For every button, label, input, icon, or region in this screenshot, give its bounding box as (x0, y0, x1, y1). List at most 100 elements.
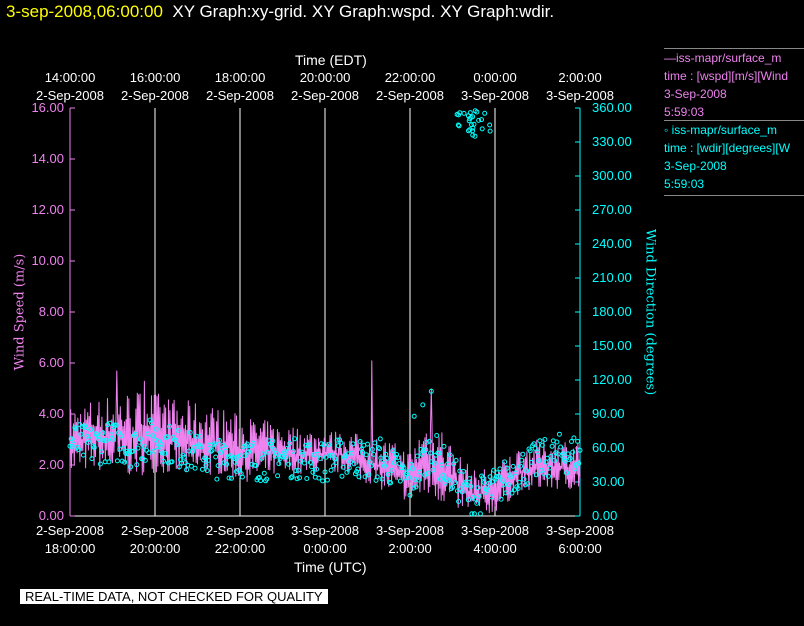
wdir-point (436, 450, 442, 456)
wdir-point (327, 453, 333, 458)
wdir-point (467, 127, 473, 133)
wdir-point (389, 468, 395, 473)
wdir-point (456, 499, 462, 504)
wdir-point (293, 468, 299, 474)
wdir-point (560, 451, 566, 457)
quality-disclaimer: REAL-TIME DATA, NOT CHECKED FOR QUALITY (20, 589, 328, 604)
bottom-tick-time: 2:00:00 (388, 541, 432, 556)
wdir-point (97, 461, 103, 467)
wdir-point (477, 511, 483, 517)
top-tick-time: 2:00:00 (558, 70, 602, 85)
wdir-point (128, 464, 134, 470)
wdir-point (413, 484, 419, 490)
wdir-point (72, 425, 78, 431)
wdir-point (307, 459, 313, 465)
wdir-point (383, 451, 389, 457)
wdir-point (118, 433, 124, 439)
wdir-point (520, 451, 526, 457)
wdir-point (561, 457, 567, 463)
wdir-point (151, 448, 157, 454)
wdir-point (525, 481, 531, 487)
wdir-point (270, 438, 276, 444)
bottom-tick-date: 2-Sep-2008 (36, 523, 104, 538)
wdir-point (122, 459, 128, 465)
top-tick-date: 2-Sep-2008 (36, 88, 104, 103)
wdir-point (362, 474, 368, 480)
wdir-point (409, 466, 415, 472)
wdir-point (265, 449, 271, 455)
wdir-point (170, 434, 176, 440)
wdir-point (133, 431, 139, 437)
wdir-point (261, 470, 267, 476)
wdir-point (349, 450, 355, 456)
wdir-point (134, 462, 140, 468)
wdir-point (575, 438, 581, 444)
wdir-point (360, 449, 366, 455)
wdir-point (276, 461, 282, 467)
wdir-point (558, 444, 564, 450)
wdir-point (209, 447, 215, 453)
wdir-point (301, 460, 307, 466)
wdir-point (208, 448, 214, 454)
wdir-point (374, 474, 380, 480)
wdir-point (158, 441, 164, 447)
wdir-point (315, 451, 321, 457)
wdir-point (547, 465, 553, 471)
wdir-point (96, 437, 102, 442)
legend-wdir-variable: time : [wdir][degrees][W (664, 141, 791, 155)
wdir-point (467, 476, 472, 482)
wdir-point (197, 433, 203, 439)
wdir-point (408, 462, 414, 467)
wdir-point (356, 474, 362, 480)
wdir-point (516, 479, 522, 485)
wdir-point (524, 468, 530, 474)
wdir-point (269, 443, 275, 449)
wdir-point (287, 440, 293, 446)
wdir-point (385, 472, 391, 477)
wdir-point (452, 480, 458, 486)
wdir-point (446, 477, 452, 483)
wdir-point (339, 473, 345, 479)
wdir-point (187, 430, 193, 435)
wdir-point (246, 449, 251, 455)
wdir-point (553, 450, 559, 456)
legend-wspd-time: 5:59:03 (664, 105, 705, 119)
wdir-point (424, 439, 430, 445)
wdir-point (363, 452, 369, 458)
wdir-point (253, 463, 259, 469)
top-axis-title: Time (EDT) (295, 52, 367, 68)
wdir-point (448, 486, 454, 492)
wdir-point (299, 449, 305, 455)
wdir-point (210, 442, 216, 448)
wdir-point (192, 465, 198, 471)
wdir-point (334, 437, 340, 443)
wdir-point (264, 476, 270, 482)
wdir-point (488, 494, 494, 500)
wdir-point (451, 461, 457, 467)
wdir-point (476, 494, 482, 499)
wdir-point (533, 472, 539, 478)
wdir-point (487, 128, 493, 134)
wdir-point (445, 461, 451, 467)
wdir-point (84, 433, 90, 439)
wdir-point (154, 444, 160, 450)
left-tick-label: 6.00 (38, 355, 64, 370)
wdir-point (125, 451, 131, 457)
wdir-point (190, 449, 196, 455)
wdir-point (572, 466, 578, 472)
wdir-point (471, 121, 477, 127)
wdir-point (573, 461, 579, 467)
wdir-point (411, 413, 417, 419)
wdir-point (108, 432, 114, 438)
bottom-tick-time: 6:00:00 (558, 541, 602, 556)
wdir-point (321, 442, 327, 448)
wdir-point (454, 488, 460, 494)
wdir-point (329, 452, 335, 458)
wdir-point (295, 467, 301, 473)
bottom-tick-time: 18:00:00 (44, 541, 96, 556)
wdir-point (250, 440, 256, 446)
wdir-point (188, 463, 194, 469)
wdir-point (137, 436, 143, 442)
wdir-point (454, 111, 460, 117)
